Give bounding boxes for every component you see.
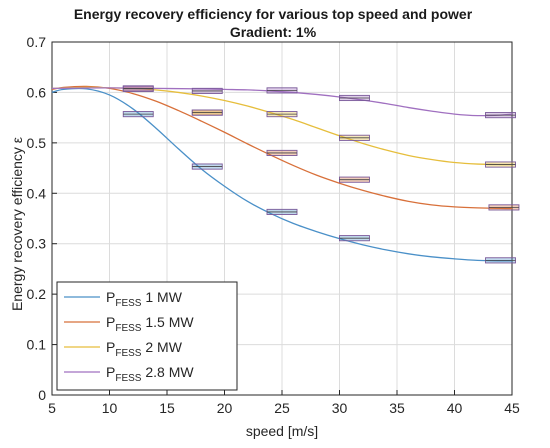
data-point-1 (339, 235, 370, 242)
legend-label-3: PFESS 2 MW (106, 339, 183, 359)
data-point-4 (485, 112, 516, 119)
y-axis-ticks: 0 0.1 0.2 0.3 0.4 0.5 0.6 0.7 (27, 34, 57, 403)
legend-label-4: PFESS 2.8 MW (106, 364, 194, 384)
data-point-2 (488, 204, 520, 211)
data-point-4 (266, 87, 298, 94)
x-axis-label: speed [m/s] (246, 423, 318, 439)
marker-layer (122, 85, 520, 264)
chart-title: Energy recovery efficiency for various t… (74, 6, 473, 22)
y-tick-label: 0.7 (27, 34, 47, 50)
x-tick-label: 15 (159, 400, 175, 416)
y-axis-label: Energy recovery efficiency ε (9, 137, 25, 311)
x-tick-label: 5 (48, 400, 56, 416)
data-point-2 (339, 176, 370, 183)
y-tick-label: 0.3 (27, 236, 47, 252)
y-tick-label: 0.6 (27, 84, 47, 100)
data-point-3 (266, 111, 298, 118)
data-point-4 (122, 85, 154, 92)
y-tick-label: 0.5 (27, 135, 47, 151)
y-tick-label: 0.4 (27, 185, 47, 201)
legend-entry-3: PFESS 2 MW (64, 339, 183, 359)
series-line-2 (51, 85, 513, 210)
legend-entry-2: PFESS 1.5 MW (64, 314, 194, 334)
y-tick-label: 0.1 (27, 337, 47, 353)
y-tick-label: 0.2 (27, 286, 47, 302)
y-tick-label: 0 (38, 387, 46, 403)
data-point-1 (122, 111, 154, 118)
x-axis-ticks: 5 10 15 20 25 30 35 40 45 (48, 390, 520, 416)
x-tick-label: 30 (332, 400, 348, 416)
data-point-3 (339, 134, 370, 141)
data-point-4 (191, 87, 223, 94)
x-tick-label: 35 (389, 400, 405, 416)
x-tick-label: 10 (102, 400, 118, 416)
data-point-3 (191, 109, 223, 116)
data-point-4 (339, 94, 370, 102)
x-tick-label: 25 (274, 400, 290, 416)
legend-entry-4: PFESS 2.8 MW (64, 364, 194, 384)
x-tick-label: 40 (447, 400, 463, 416)
data-point-1 (191, 163, 223, 170)
series-line-1 (51, 87, 513, 262)
series-line-4 (51, 87, 513, 117)
chart-subtitle: Gradient: 1% (230, 24, 317, 40)
legend-entry-1: PFESS 1 MW (64, 289, 183, 309)
data-point-1 (266, 208, 298, 215)
data-point-2 (266, 149, 298, 156)
data-point-3 (485, 161, 516, 168)
x-tick-label: 45 (504, 400, 520, 416)
legend: PFESS 1 MW PFESS 1.5 MW PFESS 2 MW PFESS… (56, 281, 238, 391)
x-tick-label: 20 (217, 400, 233, 416)
data-point-1 (485, 257, 516, 264)
legend-label-1: PFESS 1 MW (106, 289, 183, 309)
legend-label-2: PFESS 1.5 MW (106, 314, 194, 334)
